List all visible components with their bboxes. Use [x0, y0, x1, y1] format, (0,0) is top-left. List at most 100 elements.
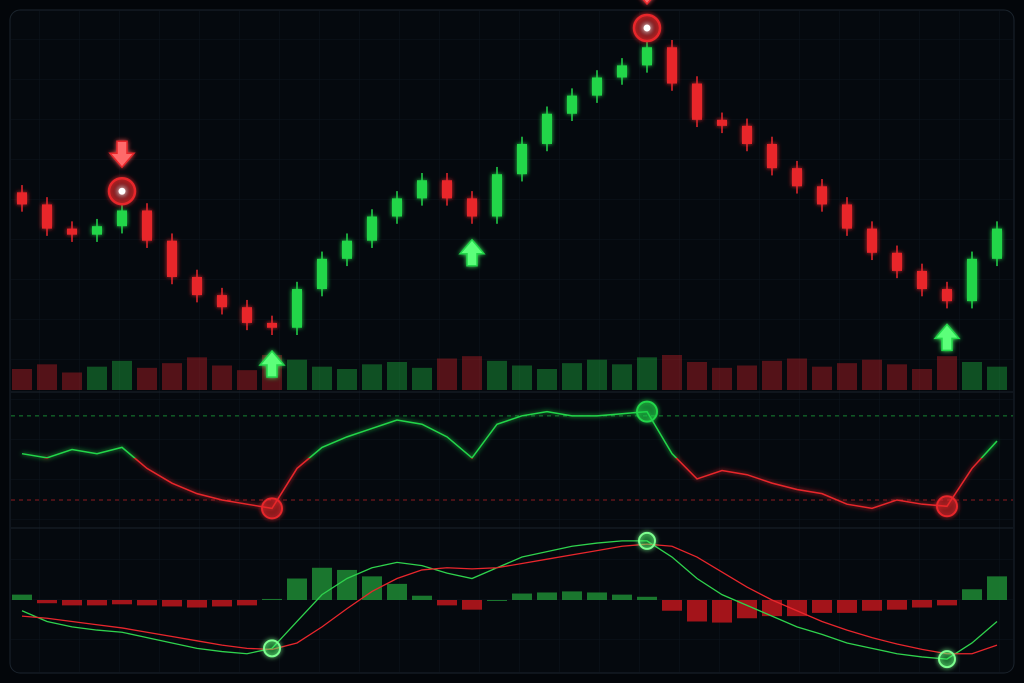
volume-bar: [237, 370, 257, 390]
volume-bar: [62, 372, 82, 390]
histogram-bar: [962, 589, 982, 600]
signal-buy: [258, 349, 286, 378]
volume-bar: [387, 362, 407, 390]
candle-body: [517, 143, 527, 175]
volume-bar: [962, 362, 982, 390]
candle-body: [492, 174, 502, 217]
candle-body: [767, 143, 777, 169]
histogram-bar: [587, 592, 607, 600]
histogram-bar: [412, 595, 432, 600]
candle-body: [892, 252, 902, 271]
candle-body: [117, 210, 127, 227]
candle-body: [792, 168, 802, 187]
marker: [261, 497, 283, 520]
signal-dot: [643, 24, 651, 32]
candle-body: [267, 322, 277, 328]
histogram-bar: [137, 600, 157, 606]
signal-arrow: [642, 0, 652, 6]
candle-body: [842, 204, 852, 229]
candle-body: [817, 186, 827, 205]
histogram-bar: [187, 600, 207, 608]
volume-bar: [762, 360, 782, 390]
candle-body: [342, 240, 352, 259]
volume-bar: [337, 369, 357, 390]
volume-bar: [312, 366, 332, 390]
histogram-bar: [712, 600, 732, 623]
histogram-bar: [87, 600, 107, 606]
oscillator-line: [21, 410, 998, 510]
macd-line: [21, 543, 998, 655]
candle-body: [717, 119, 727, 126]
marker: [263, 639, 281, 658]
histogram-bar: [162, 600, 182, 607]
volume-bar: [187, 357, 207, 390]
candle-body: [317, 258, 327, 290]
signal-arrow: [258, 349, 286, 378]
volume-bar: [937, 356, 957, 390]
histogram-bar: [787, 600, 807, 617]
volume-bar: [212, 365, 232, 390]
histogram-bar: [437, 600, 457, 606]
volume-bar: [87, 366, 107, 390]
candle-body: [667, 47, 677, 84]
volume-bar: [912, 369, 932, 390]
histogram-bar: [37, 600, 57, 604]
candle-body: [617, 65, 627, 78]
histogram-bar: [562, 591, 582, 600]
candle-body: [967, 258, 977, 302]
candle-body: [567, 95, 577, 114]
candle-body: [867, 228, 877, 253]
candle-body: [992, 228, 1002, 259]
candle-body: [217, 295, 227, 308]
volume-bar: [812, 366, 832, 390]
signal-arrow: [933, 323, 961, 352]
signal-arrow: [458, 238, 486, 267]
macd-line: [21, 540, 998, 660]
volume-bar: [737, 365, 757, 390]
histogram-bar: [537, 592, 557, 600]
candle-body: [742, 125, 752, 144]
candle-body: [917, 270, 927, 290]
histogram-bar: [737, 600, 757, 619]
candle-body: [192, 276, 202, 296]
candle-body: [42, 204, 52, 229]
histogram-bar: [912, 600, 932, 608]
volume-bar: [362, 364, 382, 390]
volume-bar: [787, 358, 807, 390]
volume-bar: [162, 363, 182, 390]
candle-body: [292, 289, 302, 328]
histogram-bar: [337, 569, 357, 600]
candle-body: [242, 307, 252, 323]
volume-bar: [487, 360, 507, 390]
signal-buy: [458, 238, 486, 267]
histogram-bar: [12, 594, 32, 600]
histogram-bar: [937, 600, 957, 606]
histogram-bar: [837, 600, 857, 613]
histogram-bar: [887, 600, 907, 610]
volume-bar: [12, 369, 32, 390]
histogram-bar: [662, 600, 682, 611]
histogram-bar: [987, 576, 1007, 600]
histogram-bar: [287, 578, 307, 600]
volume-bar: [462, 356, 482, 390]
volume-bar: [987, 366, 1007, 390]
volume-bar: [687, 362, 707, 390]
volume-bar: [137, 367, 157, 390]
candle-body: [92, 226, 102, 235]
candle-body: [642, 47, 652, 66]
signal-arrow: [108, 140, 136, 169]
candle-body: [167, 240, 177, 277]
histogram-bar: [237, 600, 257, 606]
volume-bar: [887, 364, 907, 390]
candle-body: [142, 210, 152, 241]
volume-bar: [612, 364, 632, 390]
candle-body: [442, 180, 452, 199]
histogram-bar: [862, 600, 882, 611]
candle-body: [367, 216, 377, 241]
candle-body: [392, 198, 402, 217]
signal-sell: [107, 140, 137, 206]
volume-bar: [537, 369, 557, 390]
histogram-bar: [687, 600, 707, 622]
candle-body: [417, 180, 427, 199]
